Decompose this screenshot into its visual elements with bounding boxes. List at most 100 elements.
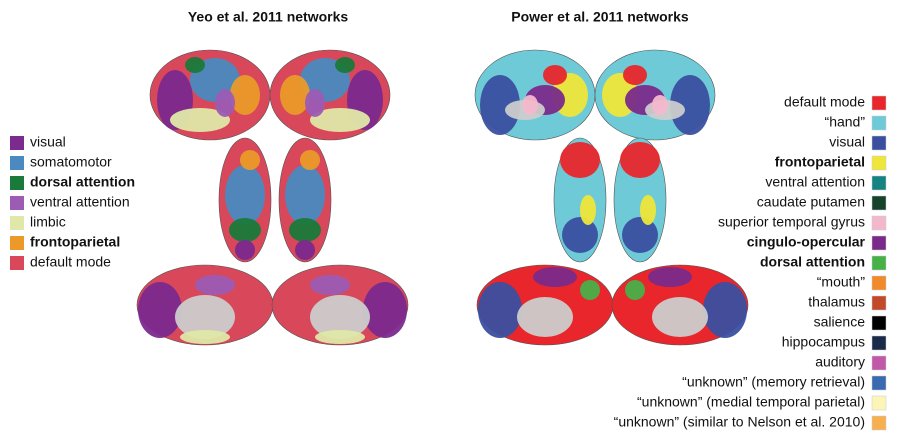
legend-swatch	[871, 295, 887, 311]
region	[517, 297, 573, 337]
legend-label: thalamus	[808, 294, 865, 310]
region	[533, 267, 577, 287]
legend-swatch	[871, 155, 887, 171]
brain	[271, 264, 409, 346]
legend-label: visual	[30, 134, 66, 150]
region	[560, 142, 600, 178]
legend-label: ventral attention	[30, 194, 130, 210]
legend-label: “unknown” (similar to Nelson et al. 2010…	[614, 414, 865, 430]
region	[478, 282, 522, 338]
legend-swatch	[10, 216, 24, 230]
panel-title: Yeo et al. 2011 networks	[188, 9, 349, 25]
region	[543, 65, 567, 85]
region	[310, 295, 370, 339]
legend-label: default mode	[784, 94, 865, 110]
region	[225, 165, 265, 225]
legend-label: dorsal attention	[760, 254, 865, 270]
region	[363, 282, 407, 338]
legend-label: visual	[829, 134, 865, 150]
region	[175, 295, 235, 339]
legend-swatch	[871, 375, 887, 391]
panel-title: Power et al. 2011 networks	[511, 9, 689, 25]
legend-swatch	[871, 215, 887, 231]
legend-label: superior temporal gyrus	[718, 214, 865, 230]
region	[180, 330, 230, 344]
region	[185, 57, 205, 73]
region	[289, 218, 321, 242]
region	[229, 218, 261, 242]
legend-swatch	[871, 395, 887, 411]
region	[703, 282, 747, 338]
legend-label: “unknown” (memory retrieval)	[682, 374, 865, 390]
region	[625, 280, 645, 300]
brain	[476, 264, 614, 346]
region	[670, 75, 710, 135]
legend-label: frontoparietal	[30, 234, 120, 250]
region	[620, 142, 660, 178]
region	[215, 89, 235, 117]
region	[562, 217, 598, 253]
brain	[278, 137, 332, 263]
legend-swatch	[10, 196, 24, 210]
legend-swatch	[871, 235, 887, 251]
legend-label: “unknown” (medial temporal parietal)	[637, 394, 865, 410]
legend-swatch	[871, 115, 887, 131]
region	[230, 75, 260, 115]
brain	[594, 49, 716, 141]
region	[522, 95, 538, 115]
region	[580, 280, 600, 300]
legend-swatch	[10, 136, 24, 150]
region	[240, 150, 260, 170]
region	[580, 195, 596, 225]
brain-renderings	[136, 49, 749, 346]
region	[300, 150, 320, 170]
legend-swatch	[871, 315, 887, 331]
region	[480, 75, 520, 135]
brain	[611, 264, 749, 346]
brain	[613, 137, 667, 263]
region	[170, 108, 230, 132]
legend-swatch	[10, 256, 24, 270]
region	[652, 95, 668, 115]
region	[310, 275, 350, 295]
brain	[474, 49, 596, 141]
region	[335, 57, 355, 73]
brain	[269, 49, 391, 141]
brain	[218, 137, 272, 263]
region	[623, 65, 647, 85]
legend-label: limbic	[30, 214, 66, 230]
brain	[149, 49, 271, 141]
legend-label: somatomotor	[30, 154, 112, 170]
legend-label: auditory	[815, 354, 865, 370]
legend-label: salience	[814, 314, 866, 330]
legend-label: ventral attention	[765, 174, 865, 190]
legend-swatch	[10, 236, 24, 250]
legend-swatch	[871, 195, 887, 211]
region	[652, 297, 708, 337]
legend-swatch	[871, 415, 887, 431]
legend-label: dorsal attention	[30, 174, 135, 190]
legend-swatch	[10, 156, 24, 170]
region	[295, 240, 315, 260]
region	[138, 282, 182, 338]
legend-swatch	[871, 335, 887, 351]
brain	[136, 264, 274, 346]
region	[315, 330, 365, 344]
legend-label: default mode	[30, 254, 111, 270]
brain	[553, 137, 607, 263]
legend-swatch	[871, 355, 887, 371]
region	[640, 195, 656, 225]
legend-label: “mouth”	[817, 274, 866, 290]
legend-label: hippocampus	[782, 334, 865, 350]
legend-swatch	[871, 175, 887, 191]
region	[195, 275, 235, 295]
region	[235, 240, 255, 260]
region	[280, 75, 310, 115]
legend-label: cingulo-opercular	[747, 234, 866, 250]
region	[648, 267, 692, 287]
region	[310, 108, 370, 132]
legend-swatch	[871, 135, 887, 151]
region	[285, 165, 325, 225]
legend-label: “hand”	[825, 114, 866, 130]
